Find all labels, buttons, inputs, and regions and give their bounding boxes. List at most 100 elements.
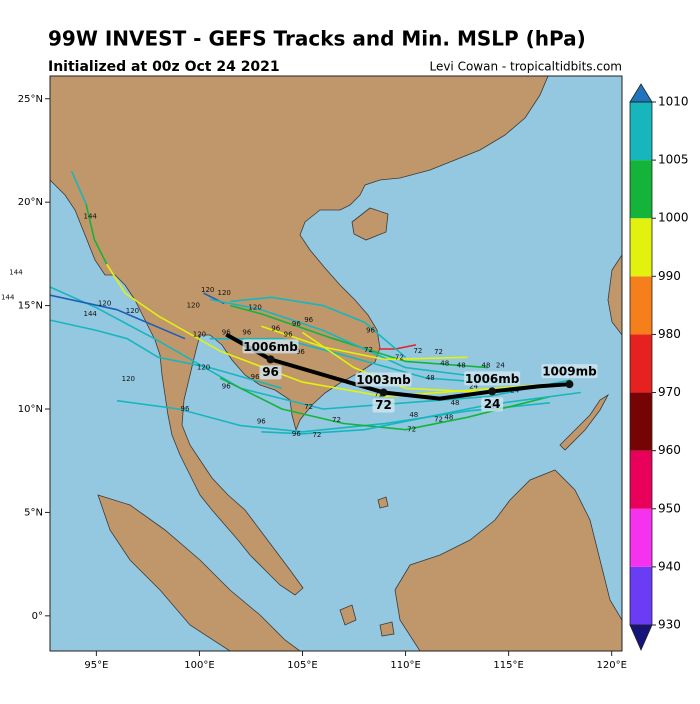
x-tick-label: 120°E <box>596 660 626 671</box>
y-tick-label: 15°N <box>18 301 43 312</box>
member-hour-label: 72 <box>434 348 443 356</box>
member-hour-label: 120 <box>248 304 261 312</box>
colorbar-segment <box>630 276 652 335</box>
member-track <box>50 294 186 340</box>
mean-hour-label: 96 <box>262 365 279 379</box>
palawan <box>559 393 610 451</box>
y-tick-label: 20°N <box>18 197 43 208</box>
colorbar-segment <box>630 160 652 219</box>
member-track <box>50 286 571 410</box>
member-hour-label: 96 <box>292 320 301 328</box>
colorbar-tick-label: 1010 <box>658 95 689 109</box>
member-hour-label: 96 <box>251 373 260 381</box>
x-tick-label: 110°E <box>390 660 420 671</box>
member-hour-label: 24 <box>469 382 478 390</box>
colorbar-tick-label: 940 <box>658 559 681 573</box>
y-tick-label: 0° <box>32 611 43 622</box>
credit: Levi Cowan - tropicaltidbits.com <box>429 60 622 74</box>
member-track <box>116 399 550 433</box>
colorbar-tick-label: 930 <box>658 618 681 632</box>
member-hour-label: 120 <box>122 375 135 383</box>
member-hour-label: 144 <box>9 268 23 276</box>
member-hour-label: 72 <box>407 426 416 434</box>
label-box <box>464 371 521 386</box>
member-track <box>209 337 509 385</box>
member-track <box>230 296 407 358</box>
colorbar-segment <box>630 334 652 393</box>
land <box>50 76 549 596</box>
member-hour-label: 96 <box>366 326 375 334</box>
mean-hour-label: 24 <box>484 397 501 411</box>
x-tick-label: 105°E <box>287 660 317 671</box>
member-hour-label: 96 <box>304 316 313 324</box>
member-track <box>209 298 489 379</box>
colorbar-frame <box>629 101 653 626</box>
colorbar-segment <box>630 450 652 509</box>
label-box <box>481 397 504 412</box>
mean-point <box>379 388 388 397</box>
colorbar-tick-label: 980 <box>658 327 681 341</box>
member-hour-label: 96 <box>292 430 301 438</box>
member-hour-label: 120 <box>98 300 111 308</box>
member-hour-label: 72 <box>413 347 422 355</box>
title: 99W INVEST - GEFS Tracks and Min. MSLP (… <box>48 27 586 51</box>
x-tick-label: 95°E <box>84 660 108 671</box>
member-hour-label: 48 <box>481 362 490 370</box>
member-hour-label: 24 <box>496 362 505 370</box>
colorbar-tick-label: 1005 <box>658 153 689 167</box>
member-hour-label: 48 <box>451 399 460 407</box>
member-track <box>219 377 551 431</box>
colorbar-tick-label: 1000 <box>658 211 689 225</box>
colorbar-tick-label: 950 <box>658 501 681 515</box>
member-hour-label: 120 <box>217 289 230 297</box>
member-hour-label: 48 <box>440 360 449 368</box>
map-frame <box>49 75 623 652</box>
x-tick-label: 100°E <box>184 660 214 671</box>
borneo <box>394 469 622 651</box>
x-tick-label: 115°E <box>493 660 523 671</box>
member-hour-label: 48 <box>426 374 435 382</box>
member-hour-label: 96 <box>296 348 305 356</box>
colorbar-tick-label: 970 <box>658 385 681 399</box>
subtitle: Initialized at 00z Oct 24 2021 <box>48 59 280 75</box>
mean-pressure-label: 1009mb <box>542 365 597 379</box>
bangka <box>339 604 357 626</box>
member-hour-label: 96 <box>242 328 251 336</box>
mean-point <box>266 355 275 364</box>
hainan <box>351 207 389 241</box>
label-box <box>259 365 282 380</box>
label-box <box>372 398 395 413</box>
mean-hour-label: 72 <box>375 398 392 412</box>
colorbar-segment <box>630 508 652 567</box>
mean-pressure-label: 1006mb <box>243 340 298 354</box>
member-hour-label: 120 <box>197 364 210 372</box>
colorbar-tick-label: 960 <box>658 443 681 457</box>
mean-pressure-label: 1006mb <box>465 372 520 386</box>
colorbar-extend-high <box>629 83 653 103</box>
member-track <box>85 204 108 265</box>
member-hour-label: 48 <box>457 362 466 370</box>
member-hour-label: 72 <box>332 416 341 424</box>
member-hour-label: 120 <box>201 286 214 294</box>
member-hour-label: 72 <box>304 403 313 411</box>
member-hour-label: 96 <box>222 382 231 390</box>
member-hour-label: 120 <box>193 331 206 339</box>
mean-pressure-label: 1003mb <box>356 373 411 387</box>
luzon <box>607 254 622 336</box>
member-hour-label: 144 <box>1 293 15 301</box>
land-layer <box>50 76 622 651</box>
colorbar-segment <box>630 566 652 625</box>
label-box <box>541 364 598 379</box>
colorbar-segment <box>630 392 652 451</box>
colorbar-tick-label: 990 <box>658 269 681 283</box>
member-hour-label: 120 <box>187 302 200 310</box>
member-track <box>261 391 581 435</box>
member-hour-label: 96 <box>284 331 293 339</box>
member-hour-label: 120 <box>126 307 139 315</box>
member-hour-label: 72 <box>395 353 404 361</box>
member-hour-label: 72 <box>374 391 383 399</box>
member-hour-label: 96 <box>271 324 280 332</box>
mean-point <box>565 380 574 389</box>
y-tick-label: 10°N <box>18 404 43 415</box>
